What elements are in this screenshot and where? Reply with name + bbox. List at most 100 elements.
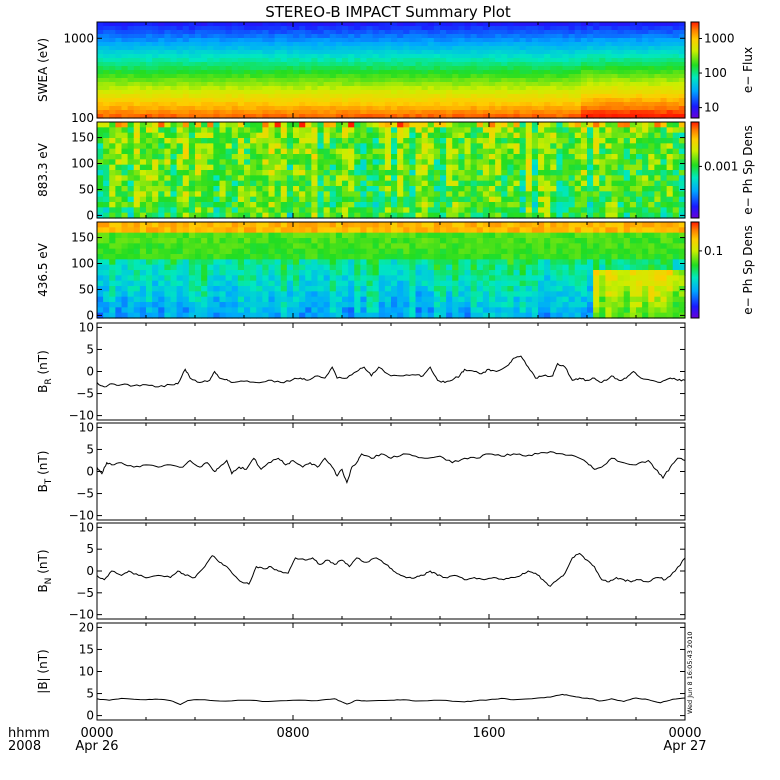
spectrogram-swea-cell — [213, 26, 221, 31]
spectrogram-swea-cell — [342, 94, 349, 99]
spectrogram-pad883-cell — [115, 175, 123, 182]
spectrogram-swea-cell — [531, 26, 539, 31]
spectrogram-pad883-cell — [476, 202, 484, 208]
spectrogram-pad883-cell — [556, 143, 564, 150]
spectrogram-swea-cell — [219, 46, 227, 51]
spectrogram-swea-cell — [146, 94, 153, 99]
spectrogram-swea-cell — [286, 102, 294, 107]
spectrogram-swea-cell — [678, 38, 686, 43]
spectrogram-swea-cell — [354, 74, 361, 79]
spectrogram-pad883-cell — [409, 191, 417, 198]
spectrogram-pad883-cell — [464, 159, 472, 166]
spectrogram-pad883-cell — [599, 159, 606, 166]
spectrogram-pad883-cell — [323, 191, 331, 198]
spectrogram-pad883-cell — [525, 207, 533, 214]
spectrogram-swea-cell — [470, 62, 478, 67]
spectrogram-swea-cell — [550, 82, 557, 87]
spectrogram-pad883-cell — [335, 170, 343, 176]
spectrogram-swea-cell — [489, 98, 496, 103]
spectrogram-pad883-cell — [678, 164, 686, 171]
spectrogram-pad883-cell — [372, 148, 380, 155]
spectrogram-swea-cell — [250, 22, 257, 27]
spectrogram-pad436-cell — [293, 286, 300, 292]
spectrogram-pad436-cell — [299, 312, 306, 319]
spectrogram-pad436-cell — [164, 280, 172, 287]
spectrogram-swea-cell — [280, 26, 288, 31]
spectrogram-pad883-cell — [580, 143, 588, 150]
spectrogram-swea-cell — [286, 22, 294, 27]
spectrogram-pad883-cell — [391, 202, 398, 208]
spectrogram-pad883-cell — [146, 212, 153, 219]
spectrogram-pad883-cell — [446, 143, 453, 150]
spectrogram-swea-cell — [611, 106, 619, 111]
spectrogram-pad883-cell — [654, 164, 662, 171]
spectrogram-pad436-cell — [299, 296, 306, 303]
spectrogram-swea-cell — [207, 86, 214, 91]
spectrogram-pad883-cell — [237, 138, 245, 144]
spectrogram-pad883-cell — [421, 148, 429, 155]
spectrogram-pad436-cell — [121, 302, 129, 308]
spectrogram-swea-cell — [611, 90, 619, 95]
spectrogram-pad883-cell — [489, 148, 496, 155]
spectrogram-swea-cell — [482, 82, 490, 87]
spectrogram-pad883-cell — [623, 138, 631, 144]
spectrogram-pad436-cell — [311, 243, 319, 250]
spectrogram-pad883-cell — [440, 186, 447, 192]
spectrogram-swea-cell — [580, 86, 588, 91]
spectrogram-pad883-cell — [513, 180, 521, 187]
spectrogram-pad436-cell — [97, 248, 104, 255]
spectrogram-swea-cell — [244, 74, 251, 79]
spectrogram-pad883-cell — [525, 164, 533, 171]
spectrogram-pad436-cell — [262, 286, 270, 292]
spectrogram-swea-cell — [580, 26, 588, 31]
spectrogram-swea-cell — [415, 114, 423, 119]
spectrogram-swea-cell — [317, 90, 325, 95]
spectrogram-pad883-cell — [476, 143, 484, 150]
spectrogram-pad883-cell — [384, 212, 392, 219]
spectrogram-pad436-cell — [139, 280, 147, 287]
spectrogram-pad883-cell — [525, 180, 533, 187]
spectrogram-swea-cell — [384, 102, 392, 107]
spectrogram-pad883-cell — [403, 207, 410, 214]
spectrogram-swea-cell — [121, 46, 129, 51]
spectrogram-pad883-cell — [372, 154, 380, 160]
spectrogram-pad436-cell — [127, 264, 135, 271]
spectrogram-swea-cell — [476, 34, 484, 39]
spectrogram-swea-cell — [574, 82, 582, 87]
spectrogram-swea-cell — [642, 30, 649, 35]
spectrogram-swea-cell — [507, 90, 515, 95]
spectrogram-swea-cell — [574, 106, 582, 111]
spectrogram-pad883-cell — [231, 148, 239, 155]
spectrogram-pad883-cell — [501, 154, 508, 160]
spectrogram-swea-cell — [617, 106, 625, 111]
spectrogram-pad883-cell — [97, 191, 104, 198]
spectrogram-swea-cell — [403, 26, 410, 31]
spectrogram-swea-cell — [317, 46, 325, 51]
spectrogram-pad436-cell — [164, 296, 172, 303]
spectrogram-pad883-cell — [599, 175, 606, 182]
spectrogram-swea-cell — [519, 94, 527, 99]
spectrogram-pad883-cell — [195, 138, 202, 144]
spectrogram-pad883-cell — [489, 196, 496, 203]
spectrogram-swea-cell — [409, 58, 417, 63]
spectrogram-pad883-cell — [623, 207, 631, 214]
spectrogram-pad883-cell — [409, 180, 417, 187]
spectrogram-pad883-cell — [372, 207, 380, 214]
spectrogram-swea-cell — [593, 74, 600, 79]
spectrogram-swea-cell — [452, 114, 459, 119]
spectrogram-swea-cell — [201, 78, 208, 83]
spectrogram-pad883-cell — [115, 202, 123, 208]
spectrogram-pad436-cell — [317, 312, 325, 319]
spectrogram-pad883-cell — [538, 180, 545, 187]
spectrogram-pad436-cell — [213, 227, 221, 234]
spectrogram-pad883-cell — [262, 180, 270, 187]
spectrogram-pad883-cell — [391, 164, 398, 171]
spectrogram-swea-cell — [397, 66, 404, 71]
spectrogram-swea-cell — [237, 74, 245, 79]
spectrogram-swea-cell — [629, 42, 637, 47]
spectrogram-swea-cell — [182, 66, 190, 71]
spectrogram-swea-cell — [335, 46, 343, 51]
spectrogram-swea-cell — [274, 54, 282, 59]
spectrogram-pad436-cell — [231, 238, 239, 244]
spectrogram-pad883-cell — [158, 196, 165, 203]
